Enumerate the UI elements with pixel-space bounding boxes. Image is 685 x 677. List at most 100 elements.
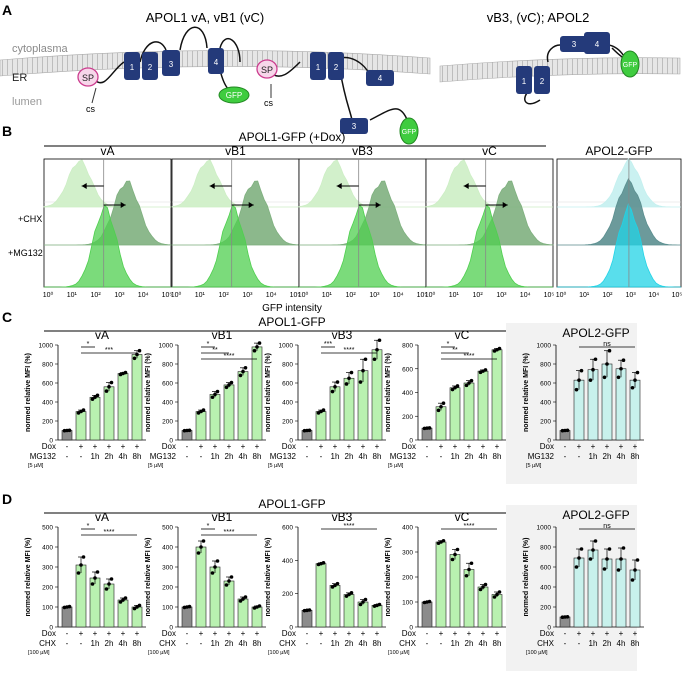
data-point bbox=[427, 426, 432, 430]
data-point bbox=[621, 358, 626, 363]
data-point bbox=[118, 600, 123, 604]
data-point bbox=[121, 598, 125, 602]
bar bbox=[343, 594, 355, 628]
significance-label: **** bbox=[224, 529, 235, 536]
x-treatment-label: - bbox=[306, 452, 309, 461]
x-treatment-label: 4h bbox=[359, 452, 368, 461]
x-treatment-label: - bbox=[440, 639, 443, 648]
cs-label-1: cs bbox=[86, 104, 96, 114]
data-point bbox=[257, 341, 262, 345]
histogram-curve bbox=[299, 204, 426, 288]
x-treatment-label: 4h bbox=[119, 452, 128, 461]
x-dox-label: + bbox=[333, 629, 338, 638]
x-dox-label: + bbox=[633, 629, 638, 638]
y-tick-label: 0 bbox=[169, 625, 173, 632]
data-point bbox=[243, 595, 248, 599]
significance-label: * bbox=[87, 341, 90, 348]
data-point bbox=[619, 557, 623, 561]
shift-arrowhead-left bbox=[209, 183, 215, 189]
x-treatment-label: - bbox=[186, 639, 189, 648]
x-treatment-label: 4h bbox=[617, 639, 626, 648]
domain-box bbox=[142, 52, 158, 80]
data-point bbox=[361, 600, 365, 604]
data-point bbox=[330, 389, 335, 394]
domain-label: 2 bbox=[148, 63, 153, 72]
chain-1 bbox=[94, 26, 241, 96]
histogram-tick-label: 10⁰ bbox=[43, 291, 54, 299]
y-axis-label: normed relative MFI (%) bbox=[145, 538, 152, 617]
x-dox-label: - bbox=[564, 629, 567, 638]
row-label-dox: Dox bbox=[282, 442, 296, 451]
data-point bbox=[577, 556, 581, 560]
x-dox-label: + bbox=[481, 629, 486, 638]
histogram-tick-label: 10⁵ bbox=[162, 292, 173, 299]
x-dox-label: + bbox=[333, 442, 338, 451]
x-dox-label: + bbox=[319, 442, 324, 451]
x-treatment-label: 4h bbox=[119, 639, 128, 648]
row-label-dox: Dox bbox=[402, 629, 416, 638]
data-point bbox=[616, 568, 621, 572]
domain-box bbox=[584, 32, 610, 54]
y-axis-label: normed relative MFI (%) bbox=[265, 538, 272, 617]
significance-label: ns bbox=[603, 523, 611, 530]
bar bbox=[477, 586, 489, 628]
histogram-curve bbox=[557, 203, 681, 288]
histogram-title: vB3 bbox=[352, 144, 373, 158]
x-treatment-label: - bbox=[440, 452, 443, 461]
data-point bbox=[574, 387, 579, 392]
bar bbox=[491, 349, 503, 441]
data-point bbox=[577, 378, 581, 382]
x-treatment-label: - bbox=[306, 639, 309, 648]
bar bbox=[371, 605, 383, 628]
data-point bbox=[605, 557, 609, 561]
data-point bbox=[335, 380, 340, 384]
y-tick-label: 0 bbox=[169, 438, 173, 445]
x-dox-label: + bbox=[605, 629, 610, 638]
x-treatment-label: 4h bbox=[359, 639, 368, 648]
row-label-treatment: CHX bbox=[537, 639, 555, 648]
histogram-tick-label: 10² bbox=[219, 292, 230, 299]
y-tick-label: 0 bbox=[289, 625, 293, 632]
x-dox-label: - bbox=[186, 442, 189, 451]
panel-letter-b: B bbox=[2, 123, 12, 139]
x-treatment-label: 2h bbox=[225, 639, 234, 648]
treatment-concentration: [5 µM] bbox=[148, 463, 164, 469]
domain-box bbox=[534, 66, 550, 94]
x-dox-label: + bbox=[361, 629, 366, 638]
er-membrane-right bbox=[439, 57, 681, 83]
x-dox-label: + bbox=[577, 629, 582, 638]
y-tick-label: 500 bbox=[162, 525, 173, 532]
data-point bbox=[109, 577, 114, 581]
row-label-treatment: CHX bbox=[279, 639, 297, 648]
data-point bbox=[137, 603, 142, 608]
domain-box bbox=[310, 52, 326, 80]
y-tick-label: 300 bbox=[42, 565, 53, 572]
panel-d-title: APOL1-GFP bbox=[258, 497, 325, 511]
histogram-tick-label: 10³ bbox=[242, 292, 253, 299]
y-axis-label: normed relative MFI (%) bbox=[523, 353, 530, 432]
data-point bbox=[635, 370, 640, 375]
x-dox-label: - bbox=[306, 629, 309, 638]
histogram-title: vC bbox=[482, 144, 497, 158]
significance-label: **** bbox=[344, 347, 355, 354]
x-treatment-label: 2h bbox=[105, 452, 114, 461]
x-treatment-label: 1h bbox=[589, 452, 598, 461]
y-tick-label: 200 bbox=[42, 419, 53, 426]
shift-arrowhead-right bbox=[120, 202, 126, 208]
sp-label-2: SP bbox=[261, 65, 273, 75]
histogram-tick-label: 10¹ bbox=[67, 292, 78, 299]
y-tick-label: 300 bbox=[402, 550, 413, 557]
y-tick-label: 400 bbox=[162, 400, 173, 407]
bar bbox=[315, 563, 327, 628]
label-lumen: lumen bbox=[12, 96, 42, 108]
significance-label: **** bbox=[344, 523, 355, 530]
histogram-tick-label: 10⁰ bbox=[298, 291, 309, 299]
data-point bbox=[633, 568, 637, 572]
data-point bbox=[497, 590, 502, 594]
data-point bbox=[81, 408, 86, 412]
significance-label: **** bbox=[224, 353, 235, 360]
x-dox-label: - bbox=[564, 442, 567, 451]
y-tick-label: 200 bbox=[42, 585, 53, 592]
bar bbox=[223, 384, 235, 441]
data-point bbox=[605, 362, 609, 366]
